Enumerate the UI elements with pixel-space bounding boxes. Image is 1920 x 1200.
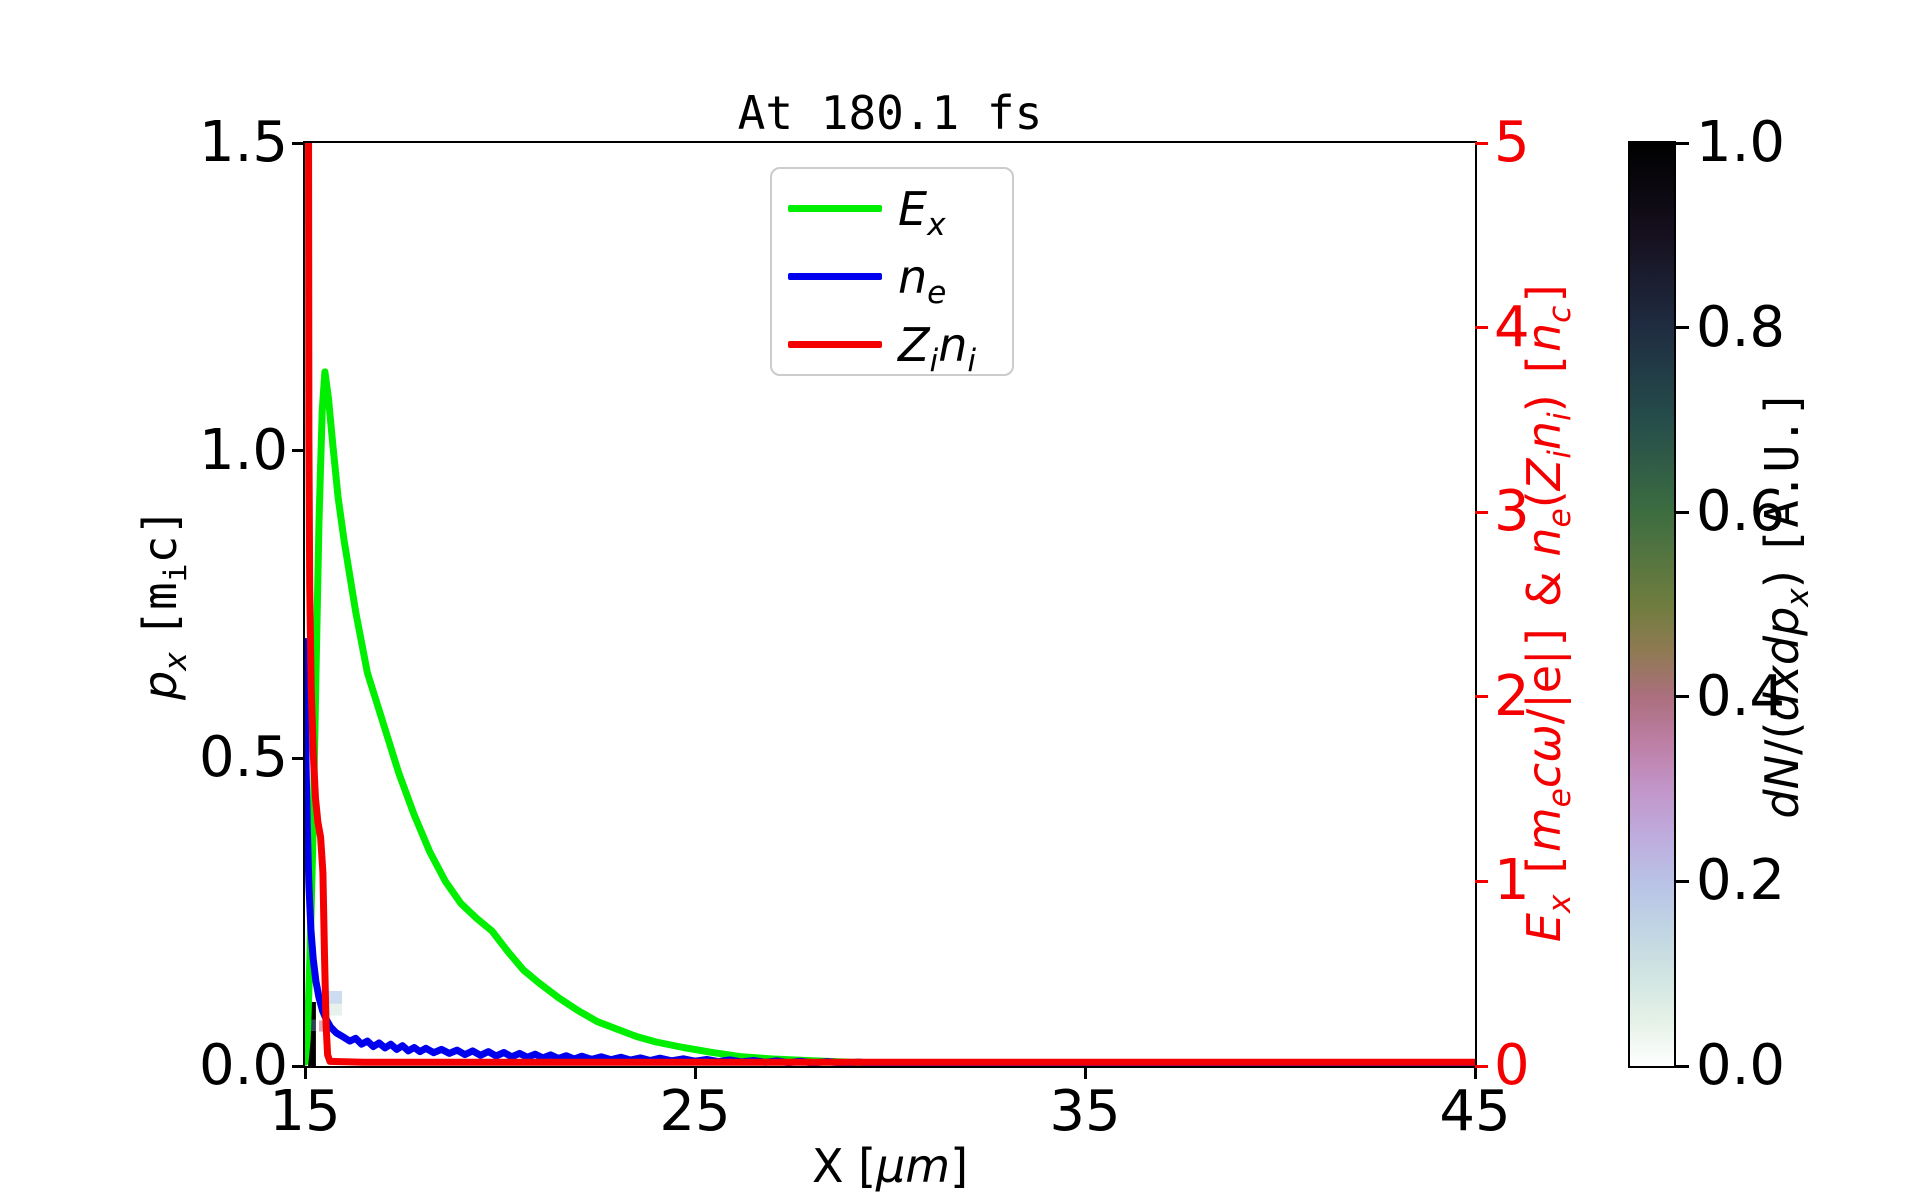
colorbar-tick-0.4 bbox=[1676, 695, 1689, 699]
legend-entry-ne: ne bbox=[772, 247, 1012, 311]
y-right-tick-label-0: 0 bbox=[1494, 1033, 1530, 1098]
y-left-tick-label-1.0: 1.0 bbox=[198, 417, 288, 483]
y-right-tick-3 bbox=[1475, 510, 1488, 514]
series-line-n-e bbox=[305, 637, 1475, 1066]
legend-label-ne: ne bbox=[898, 250, 947, 312]
phase-space-cell-3 bbox=[319, 1020, 325, 1032]
legend-box: Ex ne Zini bbox=[770, 167, 1014, 379]
colorbar-tick-label-1.0: 1.0 bbox=[1696, 110, 1786, 175]
y-right-tick-0 bbox=[1475, 1064, 1488, 1068]
phase-space-cell-0 bbox=[308, 1030, 316, 1066]
colorbar-tick-label-0.6: 0.6 bbox=[1696, 479, 1786, 545]
x-tick-25 bbox=[693, 1066, 697, 1079]
colorbar-tick-1.0 bbox=[1676, 141, 1689, 145]
x-tick-label-15: 15 bbox=[269, 1079, 341, 1144]
colorbar-tick-label-0.2: 0.2 bbox=[1696, 848, 1786, 914]
y-right-tick-label-4: 4 bbox=[1494, 294, 1530, 360]
y-right-tick-4 bbox=[1475, 326, 1488, 330]
series-line-E-x bbox=[305, 368, 1475, 1066]
colorbar-tick-0.0 bbox=[1676, 1064, 1689, 1068]
x-tick-15 bbox=[303, 1066, 307, 1079]
colorbar-tick-label-0.4: 0.4 bbox=[1696, 663, 1786, 729]
legend-line-ne-icon bbox=[788, 273, 882, 280]
y-left-tick-0.5 bbox=[292, 756, 305, 760]
y-left-tick-label-0.0: 0.0 bbox=[198, 1033, 288, 1098]
y-left-tick-1.5 bbox=[292, 141, 305, 145]
y-axis-label-left: px [mic] bbox=[132, 508, 195, 700]
phase-space-cell-5 bbox=[326, 1003, 343, 1016]
y-left-tick-label-1.5: 1.5 bbox=[198, 110, 288, 175]
y-right-tick-5 bbox=[1475, 141, 1488, 145]
y-right-tick-label-1: 1 bbox=[1494, 848, 1530, 914]
x-tick-45 bbox=[1473, 1066, 1477, 1079]
legend-label-Ex: Ex bbox=[898, 182, 946, 244]
phase-space-cell-4 bbox=[326, 990, 343, 1004]
phase-space-cell-1 bbox=[308, 1019, 316, 1031]
legend-entry-Ex: Ex bbox=[772, 179, 1012, 243]
colorbar-tick-label-0.8: 0.8 bbox=[1696, 294, 1786, 360]
colorbar-label: dN/(dxdpx) [A.U.] bbox=[1754, 389, 1817, 819]
legend-entry-Zini: Zini bbox=[772, 315, 1012, 379]
y-left-tick-0.0 bbox=[292, 1064, 305, 1068]
colorbar bbox=[1628, 141, 1676, 1068]
curves-svg bbox=[305, 143, 1475, 1066]
colorbar-tick-0.8 bbox=[1676, 326, 1689, 330]
legend-line-Ex-icon bbox=[788, 205, 882, 212]
y-right-tick-2 bbox=[1475, 695, 1488, 699]
colorbar-tick-0.6 bbox=[1676, 510, 1689, 514]
y-right-tick-label-5: 5 bbox=[1494, 110, 1530, 175]
y-right-tick-label-3: 3 bbox=[1494, 479, 1530, 545]
x-tick-35 bbox=[1083, 1066, 1087, 1079]
legend-line-Zini-icon bbox=[788, 341, 882, 348]
y-left-tick-1.0 bbox=[292, 449, 305, 453]
y-axis-label-right: Ex [mecω/|e|] & ne(Zini) [nc] bbox=[1516, 277, 1579, 943]
colorbar-tick-0.2 bbox=[1676, 879, 1689, 883]
phase-space-cell-2 bbox=[308, 1002, 316, 1020]
series-line-Z-i-n-i bbox=[305, 143, 1475, 1066]
x-tick-label-25: 25 bbox=[659, 1079, 731, 1144]
plot-title: At 180.1 fs bbox=[737, 86, 1043, 140]
y-right-tick-label-2: 2 bbox=[1494, 663, 1530, 729]
x-tick-label-35: 35 bbox=[1049, 1079, 1121, 1144]
y-left-tick-label-0.5: 0.5 bbox=[198, 725, 288, 791]
x-tick-label-45: 45 bbox=[1439, 1079, 1511, 1144]
x-axis-label: X [μm] bbox=[811, 1139, 969, 1193]
legend-label-Zini: Zini bbox=[898, 318, 977, 380]
y-right-tick-1 bbox=[1475, 879, 1488, 883]
colorbar-tick-label-0.0: 0.0 bbox=[1696, 1033, 1786, 1098]
